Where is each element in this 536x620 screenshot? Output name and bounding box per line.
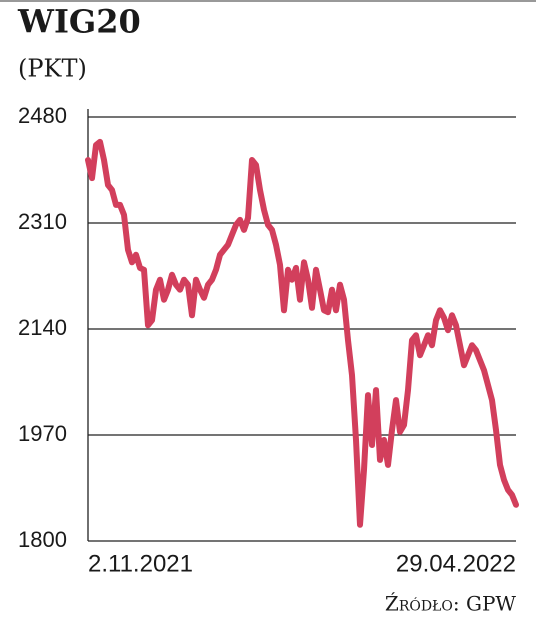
x-tick-label: 2.11.2021 [88, 550, 193, 577]
y-tick-label: 2480 [18, 103, 67, 128]
chart-subtitle: (PKT) [18, 55, 87, 83]
y-tick-label: 1800 [18, 527, 67, 552]
y-tick-label: 1970 [18, 421, 67, 446]
chart-title: WIG20 [17, 3, 141, 41]
y-tick-label: 2310 [18, 209, 67, 234]
x-tick-label: 29.04.2022 [396, 550, 516, 577]
y-tick-label: 2140 [18, 315, 67, 340]
source: Źródło: GPW [385, 592, 517, 616]
line [85, 138, 519, 528]
